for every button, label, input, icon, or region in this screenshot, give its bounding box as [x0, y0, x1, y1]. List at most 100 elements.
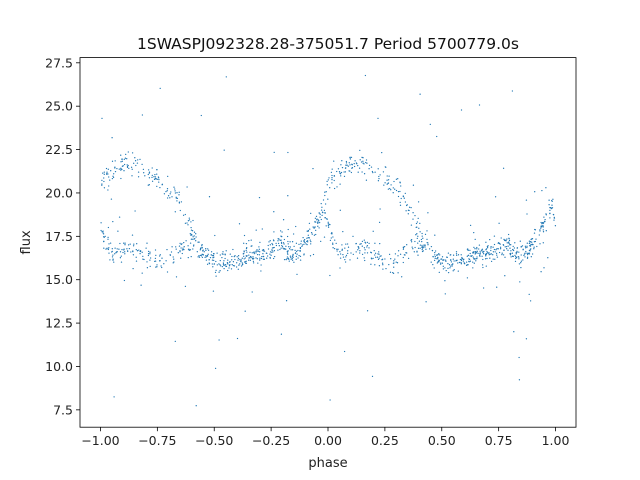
data-point [397, 250, 400, 252]
data-point [147, 173, 149, 176]
data-point [377, 258, 380, 261]
data-point [170, 191, 172, 193]
data-point [174, 211, 176, 213]
data-point [228, 261, 231, 263]
data-point [368, 247, 370, 249]
data-point [260, 264, 262, 266]
data-point [184, 213, 186, 216]
data-point [246, 251, 248, 253]
data-point [530, 238, 532, 241]
data-point [378, 257, 380, 259]
data-point [363, 239, 365, 241]
data-point [416, 233, 418, 235]
data-point [324, 194, 326, 197]
data-point [256, 249, 258, 251]
data-point [374, 171, 376, 173]
data-point [249, 257, 251, 259]
data-point [357, 246, 359, 248]
data-point [103, 187, 106, 189]
data-point [533, 232, 536, 234]
data-point [163, 263, 165, 265]
data-point [270, 254, 272, 256]
data-point [310, 240, 312, 243]
data-point [393, 180, 395, 183]
data-point [124, 251, 126, 253]
data-point [417, 247, 420, 249]
data-point [154, 173, 156, 176]
data-point [283, 238, 286, 241]
data-point [411, 246, 413, 248]
data-point [215, 275, 217, 277]
data-point [179, 242, 181, 245]
data-point [382, 171, 385, 173]
data-point [233, 265, 236, 267]
data-point [298, 254, 300, 257]
data-point [186, 186, 188, 188]
data-point [484, 254, 487, 256]
data-point [104, 235, 106, 238]
data-point [105, 248, 107, 250]
data-point [459, 258, 462, 261]
data-point [218, 271, 220, 273]
data-point [433, 259, 436, 262]
data-point [263, 258, 266, 260]
data-point [245, 242, 248, 245]
data-point [186, 222, 188, 224]
data-point [176, 200, 178, 202]
data-point [348, 162, 350, 164]
data-point [336, 248, 338, 250]
data-point [431, 249, 434, 252]
data-point [116, 167, 118, 170]
data-point [503, 249, 505, 251]
data-point [341, 160, 343, 162]
data-point [512, 249, 515, 252]
data-point [178, 201, 181, 203]
data-point [478, 244, 481, 246]
data-point [526, 246, 528, 249]
data-point [359, 159, 361, 161]
data-point [442, 259, 444, 262]
data-point [467, 254, 470, 257]
data-point [147, 250, 150, 253]
data-point [259, 257, 261, 259]
data-point [547, 257, 549, 259]
data-point [488, 254, 490, 256]
data-point [289, 241, 291, 243]
data-point [366, 162, 368, 164]
data-point [528, 293, 530, 296]
data-point [410, 239, 412, 242]
data-point [539, 230, 541, 232]
data-point [424, 233, 427, 236]
data-point [318, 221, 321, 224]
data-point [410, 206, 412, 209]
data-point [465, 261, 468, 263]
data-point [212, 254, 214, 257]
data-point [406, 204, 408, 206]
data-point [526, 256, 529, 258]
data-point [220, 265, 222, 267]
data-point [156, 185, 158, 188]
data-point [314, 220, 316, 223]
data-point [205, 249, 207, 252]
data-point [378, 253, 380, 255]
data-point [144, 175, 146, 177]
data-point [335, 242, 337, 245]
data-point [525, 199, 528, 201]
data-point [208, 258, 210, 261]
data-point [447, 271, 450, 274]
data-point [180, 257, 182, 259]
data-point [508, 241, 510, 243]
data-point [322, 199, 325, 201]
data-point [415, 234, 417, 236]
data-point [192, 219, 194, 222]
data-point [476, 256, 478, 258]
data-point [232, 261, 235, 263]
data-point [216, 252, 218, 254]
data-point [307, 234, 309, 236]
data-point [522, 249, 524, 251]
data-point [365, 179, 368, 181]
data-point [551, 204, 553, 206]
data-point [118, 216, 121, 218]
data-point [207, 249, 210, 251]
data-point [489, 253, 491, 255]
